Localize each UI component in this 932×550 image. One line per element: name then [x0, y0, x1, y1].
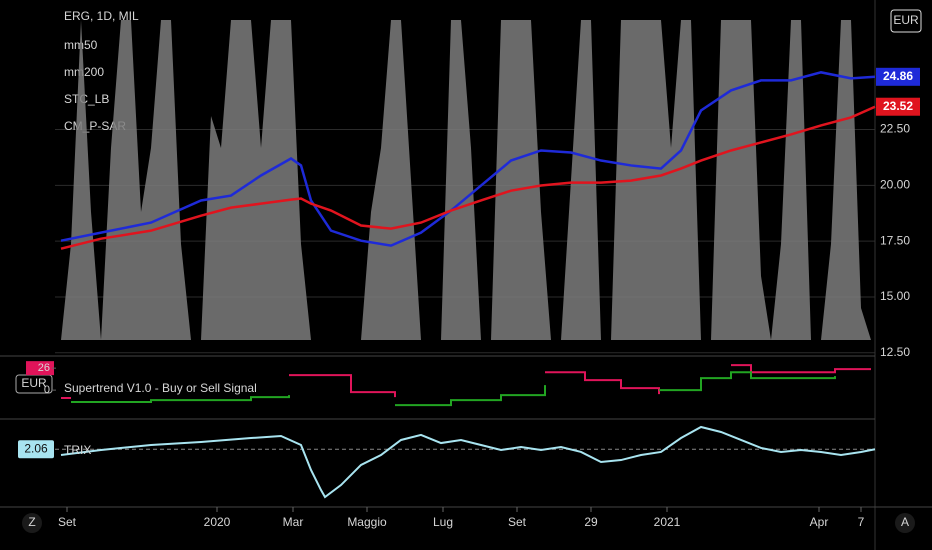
x-tick-label: 2020	[204, 515, 231, 529]
currency[interactable]: EUR	[893, 13, 919, 27]
button[interactable]: A	[901, 515, 909, 529]
currency-box[interactable]	[890, 9, 922, 33]
supertrend-line	[71, 371, 836, 407]
supertrend-line	[61, 364, 871, 400]
pane-title: TRIX	[64, 443, 91, 457]
line-series	[60, 71, 876, 247]
y-tick-label: 26	[38, 362, 50, 374]
x-tick-label: Apr	[810, 515, 829, 529]
y-tick-label: 0	[44, 384, 50, 396]
x-tick-label: Set	[58, 515, 77, 529]
button-bg[interactable]	[22, 513, 42, 533]
button[interactable]: Z	[28, 515, 35, 529]
x-tick-label: Set	[508, 515, 527, 529]
x-tick-label: Maggio	[347, 515, 387, 529]
last-value-box	[18, 440, 54, 459]
stc-area	[61, 20, 871, 340]
y-tick-label: 17.50	[880, 233, 910, 247]
last-value-label: 23.52	[883, 99, 913, 113]
x-tick-label: 2021	[654, 515, 681, 529]
pane-title: Supertrend V1.0 - Buy or Sell Signal	[64, 381, 257, 395]
chart-title: ERG, 1D, MIL	[64, 9, 139, 23]
legend-entry: mm200	[64, 65, 104, 79]
last-value-label: 2.06	[24, 441, 48, 455]
y-tick-label: 20.00	[880, 177, 910, 191]
button-bg[interactable]	[895, 513, 915, 533]
y-tick-label: 15.00	[880, 289, 910, 303]
x-tick-label: Lug	[433, 515, 453, 529]
legend-entry: STC_LB	[64, 92, 109, 106]
line-series	[60, 105, 876, 250]
y-tick-label: 22.50	[880, 122, 910, 136]
x-tick-label: 29	[584, 515, 598, 529]
x-tick-label: 7	[858, 515, 865, 529]
y-tick-box	[26, 361, 54, 376]
y-tick-label: 12.50	[880, 345, 910, 359]
last-value-label: 24.86	[883, 69, 913, 83]
x-tick-label: Mar	[283, 515, 304, 529]
currency[interactable]: EUR	[21, 376, 47, 390]
line-series	[60, 425, 876, 499]
last-value-box	[876, 67, 920, 86]
last-value-box	[876, 97, 920, 116]
